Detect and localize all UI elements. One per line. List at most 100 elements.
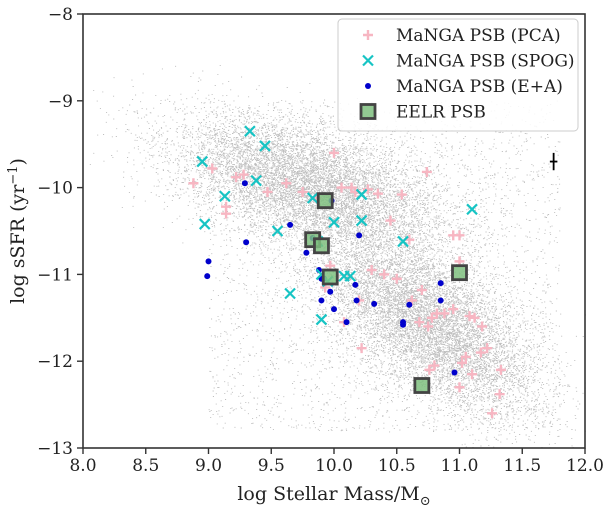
spog-point — [198, 218, 211, 230]
legend-label: MaNGA PSB (SPOG) — [396, 52, 575, 72]
legend-entry: MaNGA PSB (SPOG) — [362, 52, 575, 72]
spog-point — [328, 216, 340, 229]
ea-point — [287, 221, 294, 228]
spog-point — [219, 190, 231, 203]
pca-point — [297, 186, 308, 197]
ea-point — [451, 369, 458, 376]
spog-point — [306, 192, 319, 204]
pca-point — [262, 186, 273, 197]
spog-point — [355, 214, 368, 227]
x-tick-label: 10.5 — [378, 456, 416, 476]
pca-point — [495, 364, 506, 375]
pca-point — [448, 304, 459, 315]
pca-point — [207, 163, 218, 174]
pca-point — [416, 285, 427, 296]
eelr-point — [413, 377, 431, 394]
pca-point — [329, 147, 339, 158]
pca-point — [356, 343, 367, 354]
ea-point — [400, 321, 407, 328]
pca-point — [467, 369, 478, 380]
y-tick-label: −9 — [48, 92, 73, 112]
pca-point — [336, 182, 347, 193]
pca-point — [454, 230, 465, 241]
ea-point — [303, 249, 310, 256]
legend-box — [337, 18, 579, 132]
pca-point — [385, 215, 396, 226]
legend-entry: MaNGA PSB (E+A) — [365, 77, 563, 97]
legend-marker — [359, 103, 377, 120]
ea-point — [241, 180, 248, 187]
x-tick-label: 12.0 — [566, 456, 604, 476]
pca-point — [487, 408, 498, 419]
y-tick-label: −10 — [37, 179, 73, 199]
x-tick-label: 11.0 — [441, 456, 479, 476]
x-tick-label: 9.5 — [258, 456, 285, 476]
pca-point — [423, 321, 434, 332]
series-eelr — [304, 192, 468, 394]
x-tick-label: 8.5 — [132, 456, 159, 476]
pca-point — [424, 364, 435, 375]
legend-marker — [362, 54, 374, 67]
pca-point — [231, 172, 242, 183]
pca-point — [482, 343, 493, 354]
pca-point — [494, 389, 505, 400]
pca-point — [429, 360, 440, 371]
eelr-point — [321, 268, 339, 286]
spog-point — [196, 155, 209, 168]
y-tick-label: −11 — [37, 265, 73, 285]
spog-point — [259, 140, 271, 152]
legend-marker — [365, 83, 371, 89]
ea-point — [437, 297, 444, 304]
legend-marker — [363, 30, 373, 40]
y-axis-label: log sSFR (yr−1) — [6, 158, 29, 304]
spog-point — [244, 125, 256, 137]
legend-entry: EELR PSB — [359, 103, 486, 123]
spog-point — [250, 174, 262, 187]
spog-point — [397, 235, 409, 248]
ea-point — [352, 281, 359, 288]
x-tick-label: 10.0 — [315, 456, 353, 476]
pca-point — [221, 208, 232, 219]
pca-point — [469, 312, 480, 323]
pca-point — [396, 189, 407, 200]
eelr-point — [451, 264, 468, 282]
pca-point — [464, 311, 475, 322]
eelr-point — [313, 237, 330, 255]
pca-point — [238, 169, 249, 180]
y-axis-ticks: −13 −12 −11 −10 −9 −8 — [37, 5, 83, 459]
y-tick-label: −13 — [37, 439, 73, 459]
x-tick-label: 8.0 — [69, 456, 96, 476]
pca-point — [281, 178, 292, 189]
legend-label: MaNGA PSB (PCA) — [396, 26, 561, 46]
x-tick-label: 9.0 — [195, 456, 222, 476]
ea-point — [406, 301, 413, 308]
ea-point — [205, 258, 212, 265]
ea-point — [327, 288, 334, 295]
legend: MaNGA PSB (PCA) MaNGA PSB (SPOG) MaNGA PSB… — [337, 18, 579, 132]
pca-point — [188, 178, 199, 189]
spog-point — [284, 287, 296, 300]
pca-point — [362, 184, 373, 195]
x-axis-ticks: 8.0 8.5 9.0 9.5 10.0 10.5 11.0 11.5 12.0 — [69, 448, 604, 476]
legend-entry: MaNGA PSB (PCA) — [363, 26, 561, 46]
ea-point — [318, 297, 325, 304]
spog-point — [344, 270, 357, 282]
legend-label: EELR PSB — [396, 103, 486, 123]
pca-point — [477, 321, 488, 332]
ea-point — [437, 280, 444, 287]
error-bar — [549, 152, 558, 171]
pca-point — [439, 308, 450, 319]
pca-point — [379, 269, 390, 280]
spog-point — [271, 225, 284, 237]
ea-point — [331, 306, 337, 313]
pca-point — [391, 273, 402, 284]
pca-point — [454, 382, 465, 393]
spog-point — [355, 188, 368, 201]
x-axis-label: log Stellar Mass/M⊙ — [237, 483, 430, 509]
pca-point — [457, 357, 468, 368]
ea-point — [243, 239, 250, 246]
pca-point — [372, 188, 383, 199]
pca-point — [414, 317, 425, 328]
pca-point — [475, 347, 486, 358]
